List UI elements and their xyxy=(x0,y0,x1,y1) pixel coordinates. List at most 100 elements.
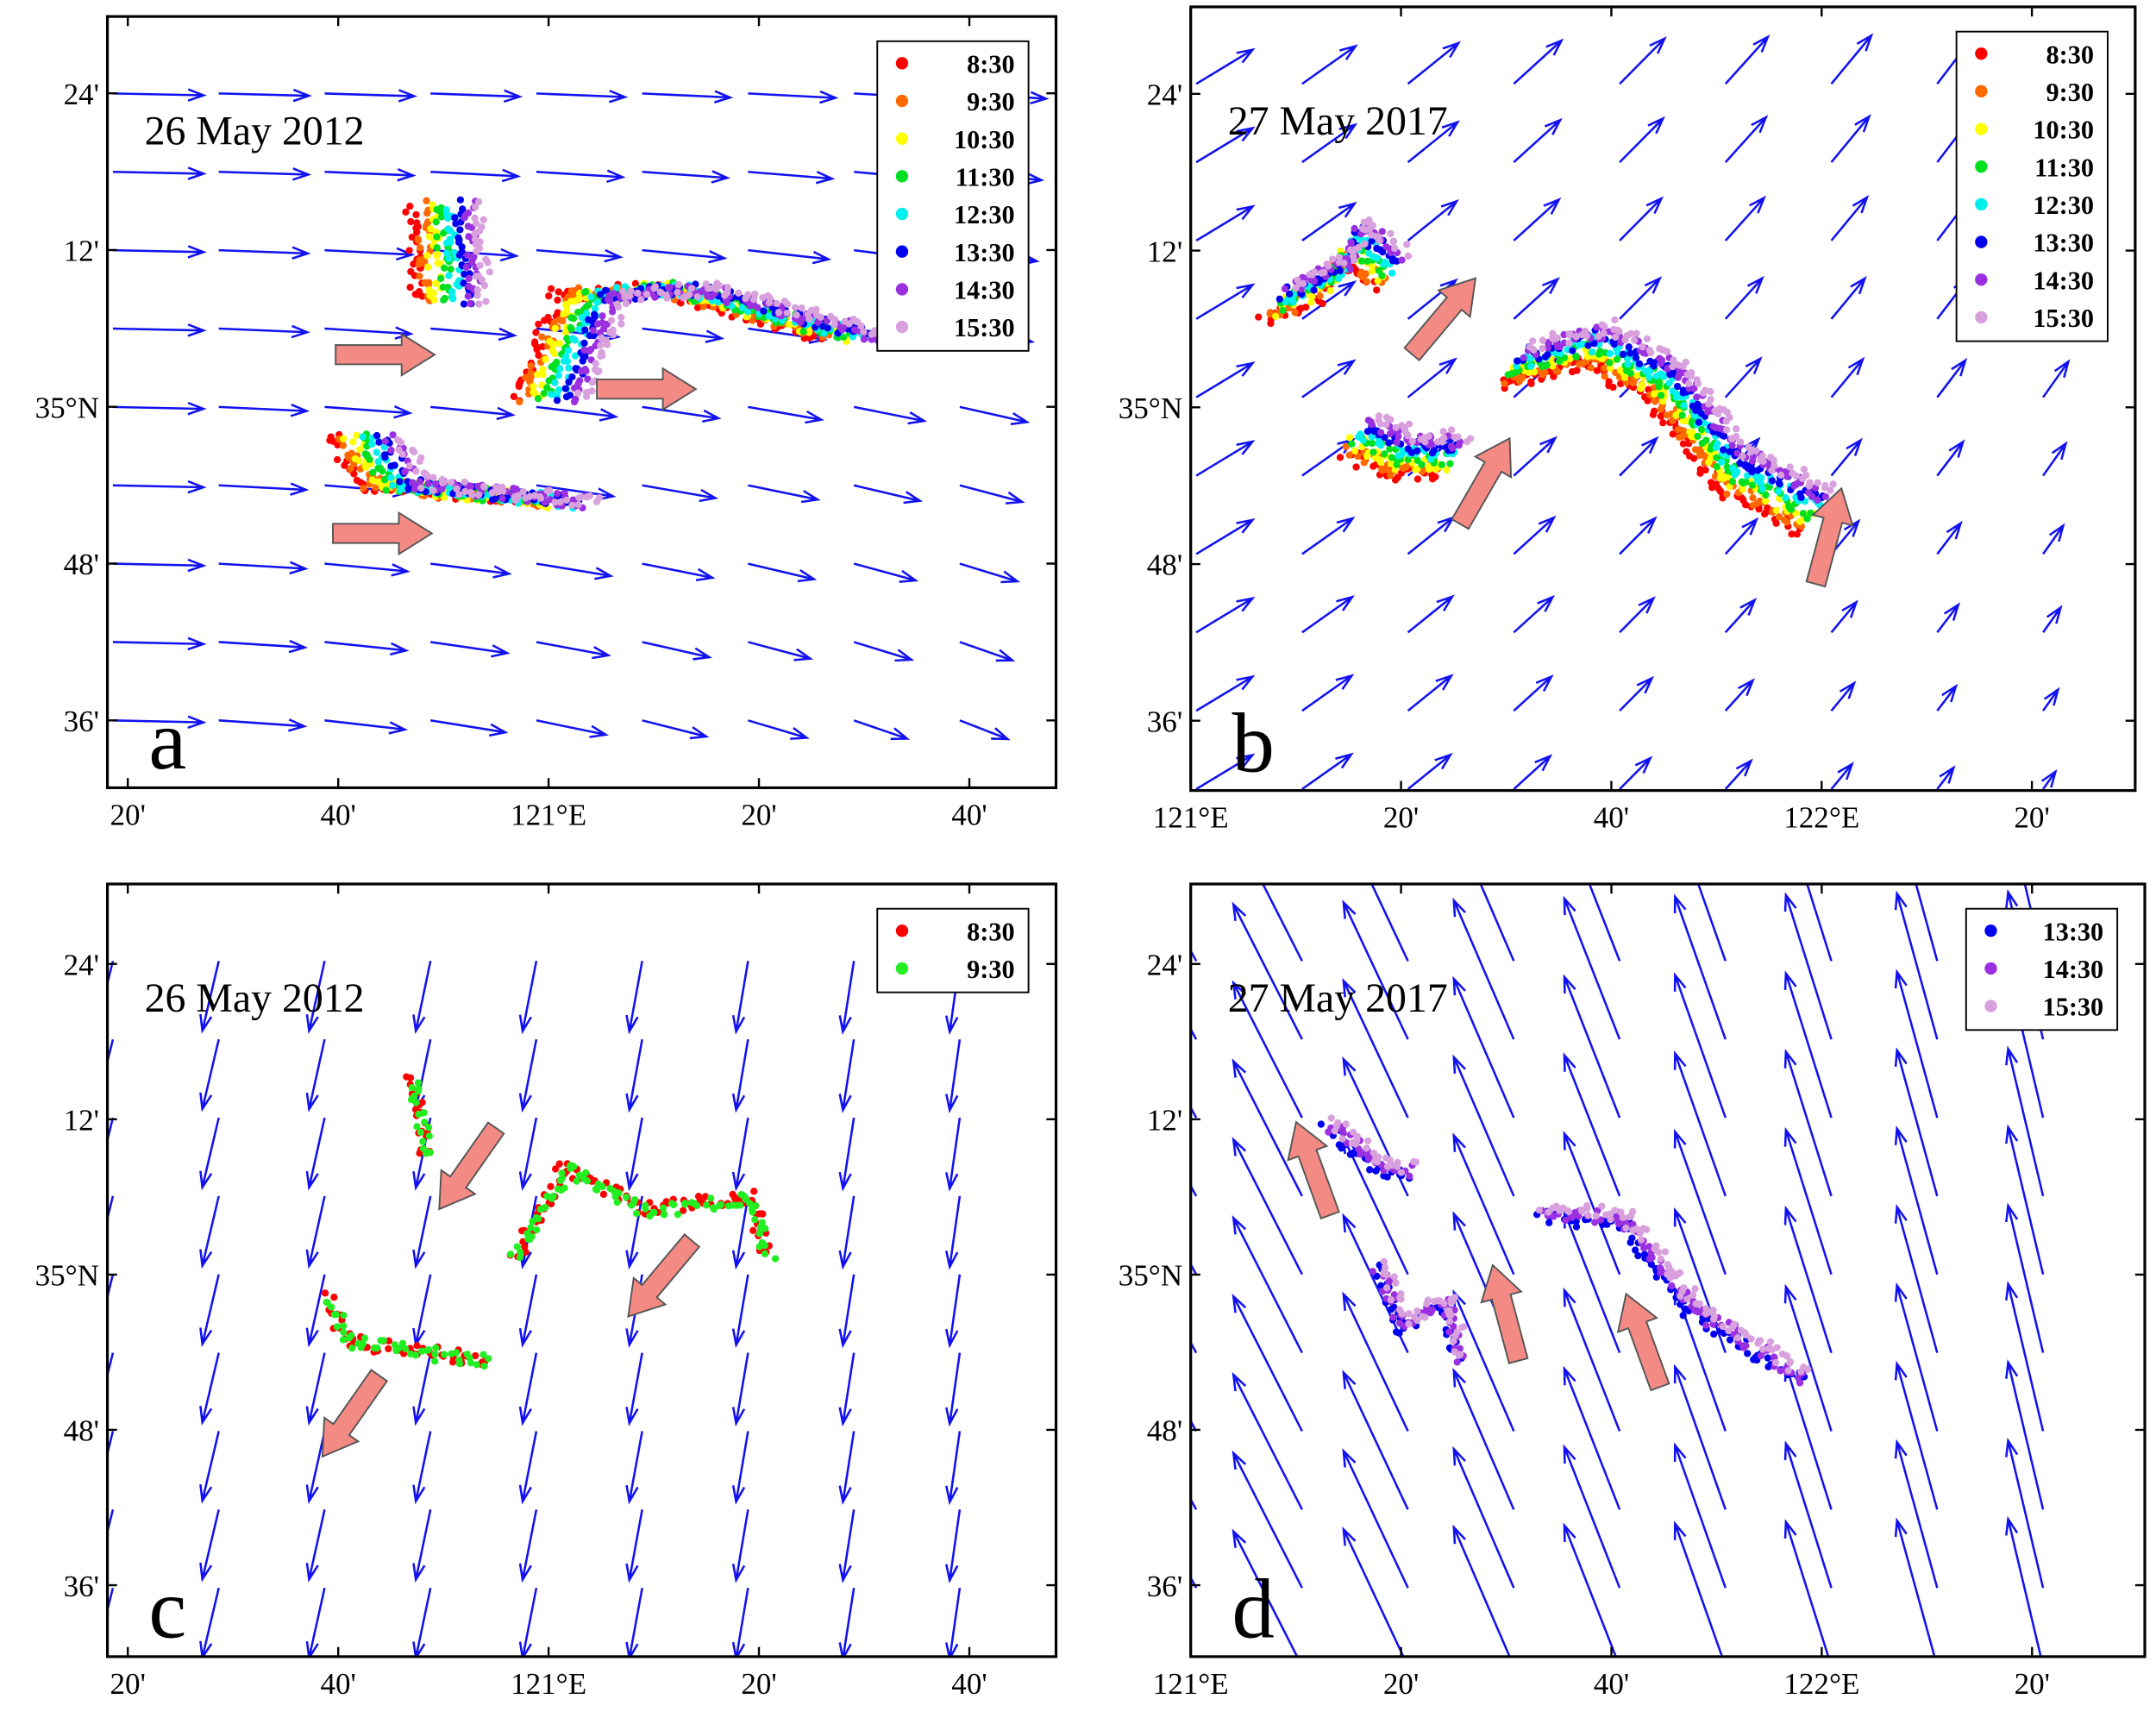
slick-dot xyxy=(1659,346,1667,354)
y-tick-label: 36' xyxy=(1147,705,1182,738)
slick-dot xyxy=(561,1184,568,1192)
slick-dot xyxy=(486,268,494,276)
slick-dot xyxy=(1767,454,1775,461)
slick-dot xyxy=(551,379,559,386)
slick-dot xyxy=(543,486,551,495)
slick-dot xyxy=(1710,1313,1718,1320)
y-tick-label: 35°N xyxy=(1119,392,1182,425)
slick-dot xyxy=(805,315,813,323)
wind-arrow xyxy=(112,480,207,494)
wind-arrow xyxy=(219,799,304,810)
wind-arrow xyxy=(199,1117,220,1191)
slick-dot xyxy=(441,264,448,272)
legend-marker xyxy=(895,245,909,258)
slick-dot xyxy=(1368,267,1376,275)
slick-dot xyxy=(1687,368,1695,377)
wind-arrow xyxy=(1407,752,1453,791)
slick-dot xyxy=(615,1189,623,1197)
slick-dot xyxy=(563,308,571,317)
slick-dot xyxy=(1677,433,1686,441)
slick-dot xyxy=(387,446,395,455)
slick-dot xyxy=(1827,486,1834,494)
slick-dot xyxy=(674,288,681,297)
plot-frame xyxy=(105,882,1058,1658)
slick-dot xyxy=(1375,1153,1382,1161)
wind-arrow xyxy=(1407,674,1454,712)
wind-arrow xyxy=(959,641,1016,662)
slick-dot xyxy=(1525,368,1532,376)
slick-dot xyxy=(423,252,431,260)
slick-dot xyxy=(472,219,480,228)
wind-arrow xyxy=(1783,892,1833,1040)
slick-dot xyxy=(1593,367,1601,374)
slick-dot xyxy=(592,498,601,505)
slick-dot xyxy=(1438,461,1446,468)
slick-dot xyxy=(1800,466,1808,473)
legend-label: 11:30 xyxy=(956,163,1015,192)
wind-arrow xyxy=(642,90,734,103)
wind-arrow xyxy=(2005,1202,2045,1353)
slick-dot xyxy=(1527,362,1535,370)
wind-arrow xyxy=(324,719,409,735)
wind-arrow xyxy=(305,1587,326,1657)
legend-box xyxy=(1955,30,2109,342)
slick-dot xyxy=(1796,517,1804,525)
wind-arrow xyxy=(107,1195,115,1223)
slick-dot xyxy=(555,288,562,296)
slick-dot xyxy=(1626,349,1634,357)
slick-dot xyxy=(1681,417,1689,424)
wind-arrow xyxy=(218,404,310,417)
slick-dot xyxy=(1695,451,1704,460)
slick-dot xyxy=(489,496,497,504)
wind-arrow xyxy=(1936,683,1959,712)
slick-dot xyxy=(760,307,768,315)
slick-dot xyxy=(1418,1313,1426,1320)
wind-arrow xyxy=(199,1431,220,1504)
wind-arrow xyxy=(1894,969,1939,1119)
wind-arrow xyxy=(430,799,504,814)
wind-arrow xyxy=(1724,597,1758,634)
slick-dot xyxy=(751,1216,759,1224)
x-tick-label: 122°E xyxy=(1783,1667,1859,1701)
slick-dot xyxy=(1600,329,1608,337)
wind-arrow xyxy=(945,1588,962,1657)
slick-dot xyxy=(1255,313,1263,321)
wind-arrow xyxy=(536,562,614,580)
slick-dot xyxy=(759,1210,767,1218)
slick-dot xyxy=(425,1132,433,1140)
slick-dot xyxy=(1453,1358,1461,1366)
wind-arrow xyxy=(305,1038,326,1113)
slick-dot xyxy=(1698,439,1706,448)
slick-dot xyxy=(1753,499,1761,507)
slick-dot xyxy=(484,259,492,266)
wind-arrow xyxy=(2005,1437,2045,1589)
slick-dot xyxy=(761,1250,769,1257)
y-tick-label: 36' xyxy=(1147,1570,1182,1603)
slick-dot xyxy=(348,1345,356,1352)
wind-arrow xyxy=(1190,1105,1198,1119)
slick-dot xyxy=(1723,426,1731,434)
slick-dot xyxy=(461,211,469,219)
slick-dot xyxy=(651,293,659,301)
slick-dot xyxy=(845,320,853,328)
slick-dot xyxy=(413,1342,421,1350)
wind-arrow xyxy=(642,248,728,264)
wind-arrow xyxy=(1407,120,1460,164)
slick-dot xyxy=(1676,1269,1684,1276)
wind-arrow xyxy=(1232,901,1303,1040)
slick-dot xyxy=(1636,1229,1645,1237)
slick-dot xyxy=(1693,376,1701,384)
slick-dot xyxy=(1338,1135,1346,1143)
slick-dot xyxy=(555,372,563,379)
slick-dot xyxy=(660,1210,667,1218)
slick-dot xyxy=(447,265,454,273)
wind-arrow xyxy=(412,1587,432,1657)
slick-dot xyxy=(1378,272,1386,279)
legend-marker xyxy=(895,925,909,937)
slick-dot xyxy=(429,473,437,482)
slick-dot xyxy=(1364,1137,1372,1144)
slick-dot xyxy=(1674,425,1683,434)
wind-arrow xyxy=(959,484,1025,505)
slick-dot xyxy=(591,304,599,313)
slick-dot xyxy=(561,385,569,392)
